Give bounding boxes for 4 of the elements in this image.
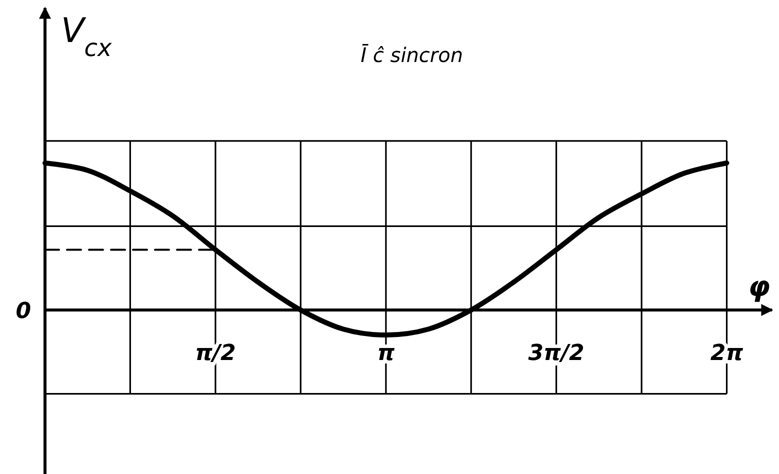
y-axis-title: V$_{cx}$ <box>61 11 112 62</box>
chart-title: Ī ĉ sincron <box>360 43 464 67</box>
x-axis-title: φ <box>748 270 770 303</box>
text: 0 <box>16 299 31 324</box>
